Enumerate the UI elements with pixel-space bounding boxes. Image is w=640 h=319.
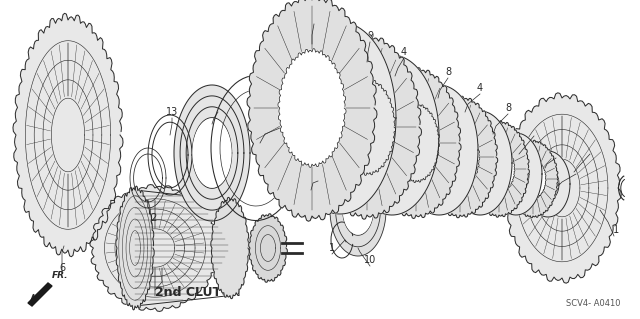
Polygon shape — [503, 93, 621, 283]
Text: 4: 4 — [477, 83, 483, 93]
Polygon shape — [90, 185, 220, 311]
Text: 1: 1 — [329, 243, 335, 253]
Polygon shape — [344, 186, 372, 234]
Polygon shape — [448, 111, 512, 215]
Polygon shape — [508, 140, 558, 218]
Polygon shape — [483, 144, 515, 194]
Text: 4: 4 — [401, 47, 407, 57]
Text: 4: 4 — [573, 163, 579, 173]
Polygon shape — [13, 13, 123, 257]
Text: FR.: FR. — [52, 271, 68, 280]
Text: 13: 13 — [166, 107, 178, 117]
Text: 8: 8 — [553, 147, 559, 157]
Text: 12: 12 — [146, 213, 158, 223]
Polygon shape — [369, 95, 415, 175]
Text: SCV4- A0410: SCV4- A0410 — [566, 299, 620, 308]
Polygon shape — [520, 159, 546, 199]
Polygon shape — [193, 119, 231, 187]
Polygon shape — [371, 68, 461, 219]
Polygon shape — [116, 186, 154, 310]
Text: 10: 10 — [364, 255, 376, 265]
Text: 6: 6 — [59, 263, 65, 273]
Polygon shape — [247, 0, 377, 221]
Text: 8: 8 — [445, 67, 451, 77]
Polygon shape — [284, 22, 396, 214]
Text: 3: 3 — [315, 170, 321, 180]
Polygon shape — [419, 117, 458, 182]
Polygon shape — [537, 167, 559, 201]
Polygon shape — [312, 35, 422, 219]
Text: 9: 9 — [367, 31, 373, 41]
Polygon shape — [339, 78, 396, 175]
Polygon shape — [400, 85, 478, 215]
Polygon shape — [526, 151, 570, 217]
Polygon shape — [490, 133, 542, 215]
Text: 7: 7 — [215, 101, 221, 111]
Text: 14: 14 — [308, 13, 320, 23]
Polygon shape — [249, 214, 287, 282]
Text: 11: 11 — [608, 225, 620, 235]
Polygon shape — [211, 197, 249, 299]
Text: 2: 2 — [277, 117, 283, 127]
Text: 5: 5 — [587, 143, 593, 153]
Polygon shape — [464, 137, 496, 189]
Polygon shape — [174, 85, 250, 221]
Text: 2nd CLUTCH: 2nd CLUTCH — [155, 286, 241, 299]
Polygon shape — [312, 70, 368, 166]
Polygon shape — [503, 153, 529, 195]
Polygon shape — [345, 55, 439, 215]
Text: 4: 4 — [531, 125, 537, 135]
Polygon shape — [422, 96, 498, 218]
Polygon shape — [330, 164, 386, 256]
Polygon shape — [440, 125, 480, 189]
Polygon shape — [278, 48, 346, 167]
Text: 8: 8 — [505, 103, 511, 113]
Polygon shape — [28, 283, 52, 306]
Polygon shape — [468, 121, 529, 217]
Polygon shape — [392, 103, 440, 182]
